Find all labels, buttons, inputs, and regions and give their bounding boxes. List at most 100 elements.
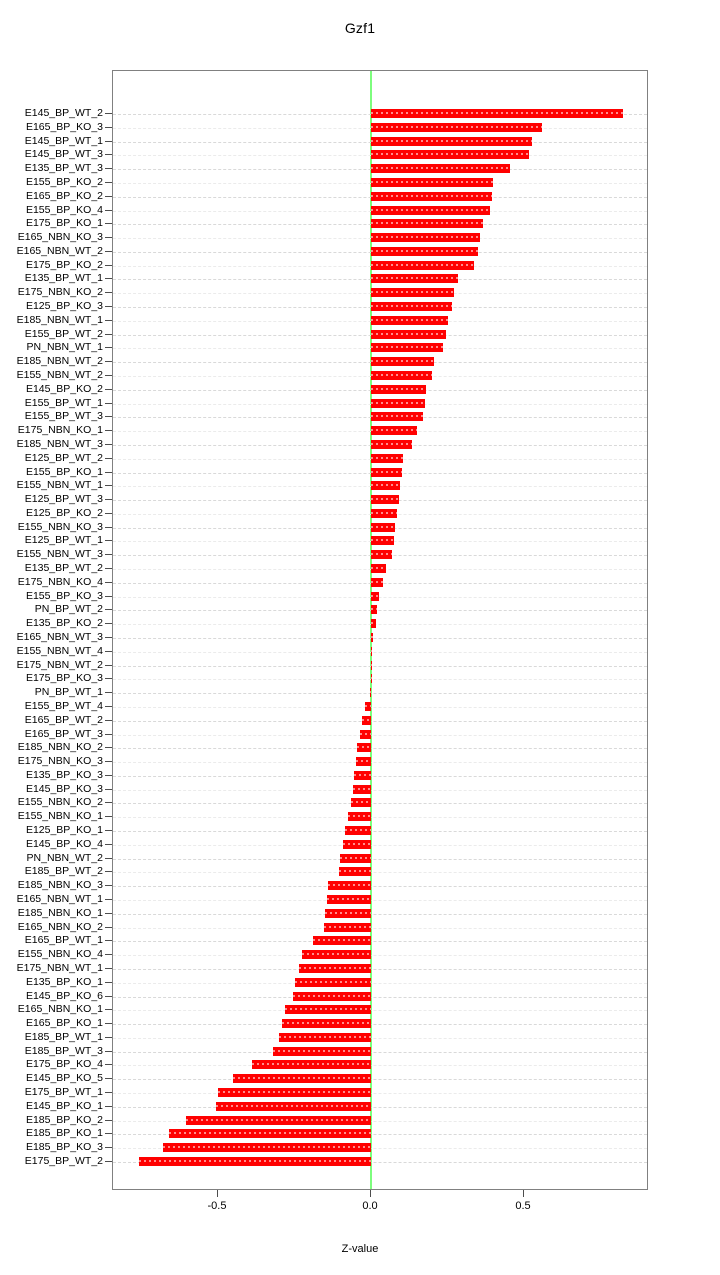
bar[interactable] bbox=[371, 371, 433, 380]
bar[interactable] bbox=[371, 481, 401, 491]
bar[interactable] bbox=[371, 233, 480, 243]
bar[interactable] bbox=[371, 315, 448, 325]
bar[interactable] bbox=[371, 191, 492, 201]
bar[interactable] bbox=[371, 660, 372, 670]
bar[interactable] bbox=[371, 453, 404, 463]
y-axis-tick-label: E165_BP_KO_3 bbox=[25, 120, 103, 133]
bar[interactable] bbox=[371, 109, 624, 118]
y-axis-tick bbox=[105, 168, 112, 170]
bar[interactable] bbox=[371, 122, 543, 132]
gridline bbox=[113, 900, 647, 901]
bar[interactable] bbox=[352, 784, 371, 794]
gridline bbox=[113, 831, 647, 833]
bar[interactable] bbox=[371, 605, 378, 615]
bar[interactable] bbox=[371, 591, 379, 601]
bar[interactable] bbox=[371, 177, 494, 187]
bar[interactable] bbox=[169, 1129, 371, 1139]
bar[interactable] bbox=[218, 1088, 371, 1098]
bar[interactable] bbox=[312, 936, 371, 946]
bar[interactable] bbox=[371, 260, 474, 270]
y-axis-tick-label: E185_NBN_WT_1 bbox=[16, 313, 103, 326]
bar[interactable] bbox=[371, 219, 483, 229]
bar[interactable] bbox=[371, 564, 387, 574]
bar[interactable] bbox=[371, 205, 491, 215]
bar[interactable] bbox=[282, 1019, 371, 1029]
bar[interactable] bbox=[357, 743, 371, 753]
bar[interactable] bbox=[344, 826, 371, 836]
bar[interactable] bbox=[326, 895, 371, 904]
bar[interactable] bbox=[371, 508, 397, 518]
bar[interactable] bbox=[338, 867, 371, 877]
bar[interactable] bbox=[302, 950, 371, 960]
y-axis-tick bbox=[105, 899, 112, 900]
bar[interactable] bbox=[251, 1060, 371, 1070]
bar[interactable] bbox=[351, 798, 371, 808]
bar[interactable] bbox=[371, 495, 399, 505]
gridline bbox=[113, 679, 647, 681]
bar[interactable] bbox=[371, 246, 479, 256]
bar[interactable] bbox=[292, 991, 371, 1001]
gridline bbox=[113, 817, 647, 819]
bar[interactable] bbox=[371, 302, 453, 312]
bar[interactable] bbox=[371, 412, 424, 422]
x-axis-tick-label: 0.5 bbox=[515, 1200, 531, 1212]
bar[interactable] bbox=[325, 908, 371, 918]
bar[interactable] bbox=[371, 150, 529, 160]
bar[interactable] bbox=[371, 439, 413, 449]
bar[interactable] bbox=[371, 577, 384, 587]
bar[interactable] bbox=[371, 384, 427, 394]
y-axis-tick-label: E135_BP_WT_2 bbox=[24, 562, 103, 575]
bar[interactable] bbox=[233, 1074, 371, 1084]
bar[interactable] bbox=[371, 329, 446, 339]
bar[interactable] bbox=[371, 633, 374, 642]
bar[interactable] bbox=[328, 881, 371, 891]
bar[interactable] bbox=[371, 357, 434, 367]
y-axis-tick bbox=[105, 761, 112, 763]
y-axis-tick bbox=[105, 830, 112, 832]
bar[interactable] bbox=[279, 1032, 371, 1042]
y-axis-tick bbox=[105, 926, 112, 928]
bar[interactable] bbox=[371, 550, 393, 560]
bar[interactable] bbox=[371, 343, 443, 353]
bar[interactable] bbox=[371, 274, 459, 284]
bar[interactable] bbox=[348, 812, 371, 822]
bar[interactable] bbox=[371, 674, 372, 684]
bar[interactable] bbox=[364, 701, 371, 711]
y-axis-tick bbox=[105, 140, 112, 142]
bar[interactable] bbox=[323, 922, 371, 932]
bar[interactable] bbox=[371, 467, 402, 477]
y-axis-tick bbox=[105, 430, 112, 432]
gridline bbox=[113, 913, 647, 915]
gridline bbox=[113, 624, 647, 626]
bar[interactable] bbox=[371, 646, 373, 656]
bar[interactable] bbox=[371, 398, 425, 408]
bar[interactable] bbox=[216, 1101, 371, 1111]
bar[interactable] bbox=[299, 963, 371, 973]
bar[interactable] bbox=[294, 977, 371, 987]
bar[interactable] bbox=[371, 136, 532, 146]
bar[interactable] bbox=[285, 1005, 371, 1015]
y-axis-tick bbox=[105, 526, 112, 528]
bar[interactable] bbox=[371, 522, 396, 532]
bar[interactable] bbox=[162, 1143, 371, 1153]
y-axis-tick bbox=[105, 402, 112, 404]
bar[interactable] bbox=[139, 1157, 371, 1166]
y-axis-tick bbox=[105, 747, 112, 749]
bar[interactable] bbox=[185, 1115, 371, 1125]
bar[interactable] bbox=[355, 757, 371, 767]
bar[interactable] bbox=[354, 770, 371, 780]
bar[interactable] bbox=[371, 426, 417, 436]
bar[interactable] bbox=[273, 1046, 371, 1056]
y-axis-tick bbox=[105, 774, 112, 776]
bar[interactable] bbox=[343, 839, 371, 849]
bar[interactable] bbox=[371, 536, 394, 546]
y-axis-tick bbox=[105, 264, 112, 266]
y-axis-tick bbox=[105, 443, 112, 445]
bar[interactable] bbox=[370, 688, 372, 698]
bar[interactable] bbox=[340, 853, 371, 863]
bar[interactable] bbox=[371, 288, 454, 298]
bar[interactable] bbox=[371, 619, 376, 629]
bar[interactable] bbox=[361, 715, 371, 725]
bar[interactable] bbox=[371, 164, 511, 174]
bar[interactable] bbox=[360, 729, 371, 739]
